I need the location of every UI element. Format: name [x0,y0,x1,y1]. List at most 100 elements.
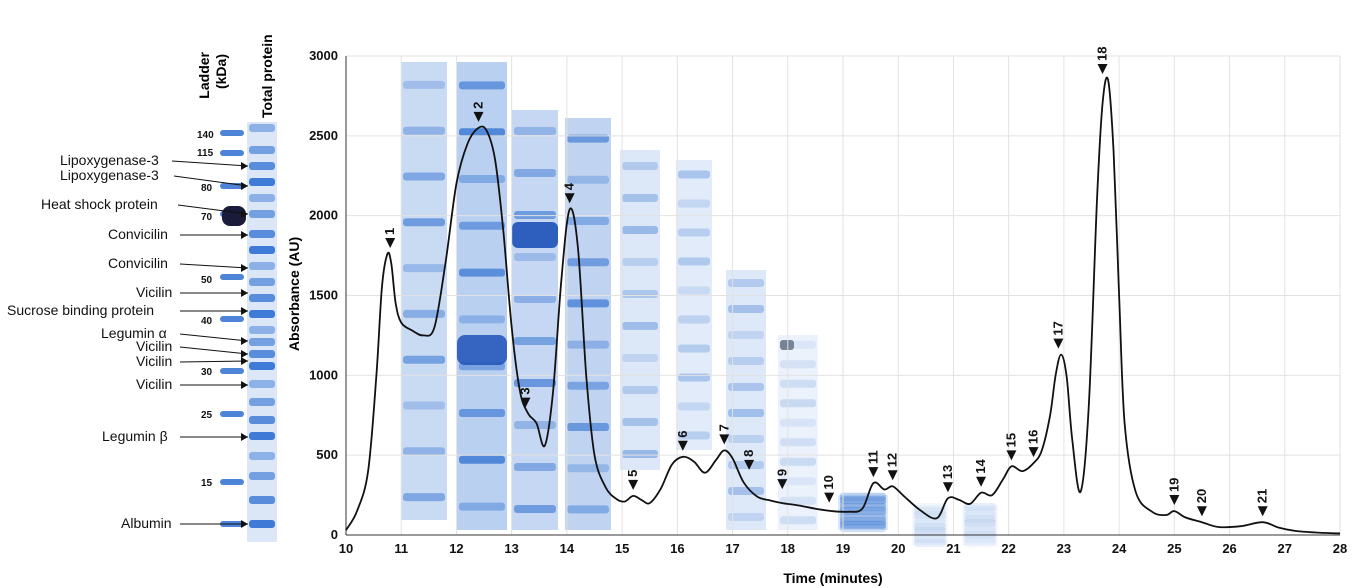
fraction-band-dark [457,335,507,365]
fraction-band [964,519,996,527]
total-protein-band [249,162,275,170]
total-protein-band [249,310,275,318]
peak-marker-1: 1 [382,228,397,248]
fraction-band [514,169,556,177]
fraction-band [514,505,556,513]
leader-line [179,360,249,363]
leader-arrowhead [241,357,248,365]
fraction-band [567,175,609,184]
fraction-band [914,527,946,535]
fraction-band [678,228,710,237]
fraction-band [403,218,445,227]
fraction-band [964,511,996,519]
peak-label: 7 [716,424,731,431]
fraction-band [780,516,816,525]
fraction-band [622,354,658,362]
peak-marker-9: 9 [774,469,789,490]
fraction-band [840,492,886,501]
fraction-band [403,401,445,410]
peak-marker-16: 16 [1026,430,1041,458]
fraction-band [780,457,816,466]
fraction-band [514,379,556,387]
x-tick-label: 24 [1112,541,1127,556]
total-protein-band [249,432,275,440]
total-protein-band [249,452,275,460]
fraction-band [459,315,505,324]
fraction-lane [512,110,558,530]
x-tick-label: 20 [891,541,905,556]
fraction-band [403,264,445,273]
total-protein-band [249,278,275,286]
x-tick-label: 19 [836,541,850,556]
y-tick-label: 1000 [309,367,338,382]
protein-label-legumin-beta: Legumin β [102,428,168,444]
leader-arrowhead [241,350,248,358]
fraction-band [780,379,816,388]
ladder-band [220,368,244,374]
ladder-header-line1: Ladder [196,51,212,98]
total-protein-band [249,294,275,302]
fraction-band [459,268,505,277]
leader-arrowhead [241,520,248,528]
x-tick-label: 13 [504,541,518,556]
peak-marker-8: 8 [741,450,756,470]
fraction-band [914,503,946,511]
protein-label-convicilin-b: Convicilin [108,255,168,271]
fraction-gel-lanes [401,62,998,547]
x-tick-label: 25 [1167,541,1181,556]
fraction-lane [565,118,611,530]
fraction-band [678,257,710,266]
peak-arrow [719,434,730,445]
fraction-band [567,134,609,143]
total-protein-band [249,246,275,254]
peak-label: 13 [940,465,955,479]
fraction-band [567,299,609,308]
total-protein-band [249,194,275,202]
fraction-band [514,421,556,429]
leader-line [179,263,249,269]
x-tick-label: 15 [615,541,629,556]
fraction-band [840,517,886,526]
ladder-mark-115: 115 [197,148,214,159]
fraction-band [780,477,816,486]
fraction-lane [620,150,660,470]
fraction-band [514,337,556,345]
x-tick-label: 21 [946,541,960,556]
fraction-band [514,127,556,135]
fraction-band [914,519,946,527]
peak-label: 15 [1003,433,1018,447]
leader-arrowhead [241,182,248,190]
leader-arrowhead [241,337,248,345]
protein-label-vicilin-d: Vicilin [136,376,172,392]
leader-line [177,204,249,215]
x-tick-label: 27 [1278,541,1292,556]
peak-marker-2: 2 [471,102,486,122]
protein-label-vicilin-a: Vicilin [136,284,172,300]
peak-label: 4 [562,182,577,190]
x-tick-label: 12 [449,541,463,556]
absorbance-trace [345,76,1341,535]
fraction-band [678,315,710,324]
fraction-band [964,507,996,515]
y-tick-label: 2500 [309,128,338,143]
fraction-band [728,331,764,339]
peak-arrow [1196,506,1207,517]
fraction-band [840,524,886,533]
peak-arrow [1169,495,1180,506]
fraction-band [840,506,886,515]
peak-arrow [520,397,531,408]
peak-marker-6: 6 [675,431,690,451]
fraction-band [728,487,764,495]
ladder-header-line2: (kDa) [213,54,229,89]
total-protein-band [249,380,275,388]
fraction-band [459,81,505,90]
chromatogram-panel: 10 11 12 13 14 15 16 17 18 19 20 21 22 23 24 25 26 27 28 0… [286,46,1347,586]
fraction-band [964,527,996,535]
x-tick-label: 28 [1333,541,1347,556]
fraction-band [728,513,764,521]
leader-line [179,333,249,342]
protein-label-legumin-alpha: Legumin α [101,325,167,341]
ladder-mark-25: 25 [201,410,213,421]
fraction-band [964,503,996,511]
